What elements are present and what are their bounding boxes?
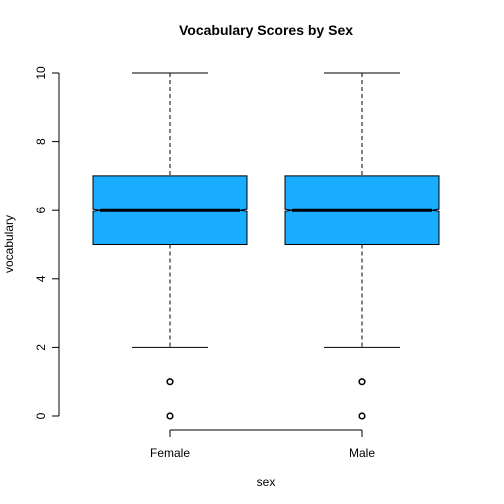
female-outlier-0	[166, 412, 174, 420]
male-outlier-1	[358, 378, 366, 386]
x-tick-label-female: Female	[150, 446, 190, 460]
y-tick-label-6: 6	[34, 207, 48, 214]
male-outlier-0	[358, 412, 366, 420]
y-axis-label: vocabulary	[2, 215, 16, 273]
female-outlier-1	[166, 378, 174, 386]
y-tick-label-0: 0	[34, 412, 48, 419]
y-tick-label-10: 10	[34, 66, 48, 80]
y-tick-label-2: 2	[34, 344, 48, 351]
x-tick-label-male: Male	[349, 446, 375, 460]
plot-area: 0 2 4 6 8 10 Female Male	[34, 66, 440, 460]
chart-title: Vocabulary Scores by Sex	[179, 22, 353, 38]
y-tick-label-8: 8	[34, 138, 48, 145]
x-axis-label: sex	[257, 475, 276, 489]
y-tick-label-4: 4	[34, 275, 48, 282]
